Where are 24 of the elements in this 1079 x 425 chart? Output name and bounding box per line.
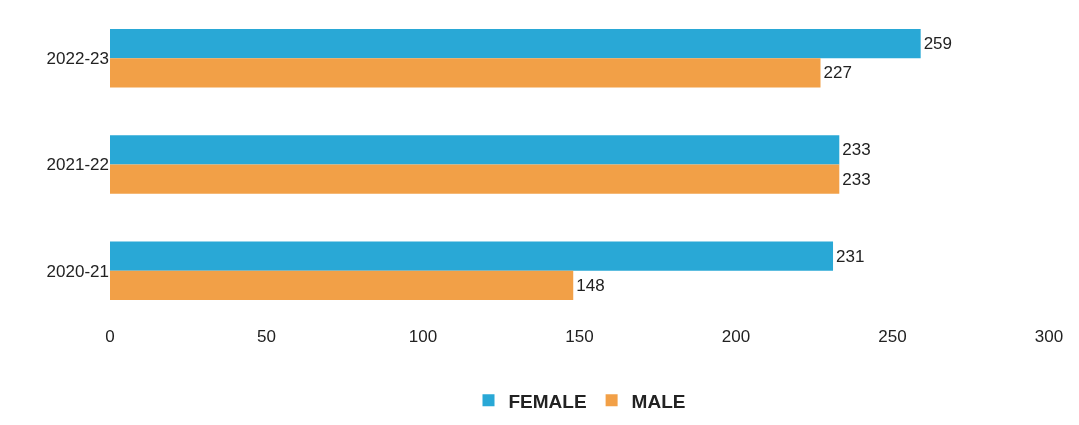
x-tick-label: 0 bbox=[105, 327, 115, 346]
data-label: 148 bbox=[576, 275, 605, 295]
data-label: 227 bbox=[823, 63, 852, 83]
bar bbox=[110, 58, 821, 88]
bar bbox=[110, 135, 840, 165]
x-tick-label: 250 bbox=[878, 327, 907, 346]
legend-label: FEMALE bbox=[508, 390, 587, 412]
x-tick-label: 150 bbox=[565, 327, 594, 346]
legend-label: MALE bbox=[631, 390, 686, 412]
data-label: 259 bbox=[923, 34, 953, 54]
x-tick-label: 300 bbox=[1034, 327, 1064, 346]
data-label: 233 bbox=[842, 140, 871, 160]
y-tick-label: 2021-22 bbox=[46, 155, 109, 175]
x-tick-label: 50 bbox=[257, 327, 276, 346]
x-tick-label: 200 bbox=[721, 327, 751, 346]
data-label: 233 bbox=[842, 169, 871, 189]
data-label: 231 bbox=[836, 246, 865, 266]
bar bbox=[110, 164, 840, 194]
bar bbox=[110, 270, 574, 301]
bar bbox=[110, 28, 921, 59]
y-tick-label: 2020-21 bbox=[46, 261, 109, 281]
bar bbox=[110, 241, 834, 271]
y-tick-label: 2022-23 bbox=[46, 49, 109, 69]
x-tick-label: 100 bbox=[408, 327, 438, 346]
